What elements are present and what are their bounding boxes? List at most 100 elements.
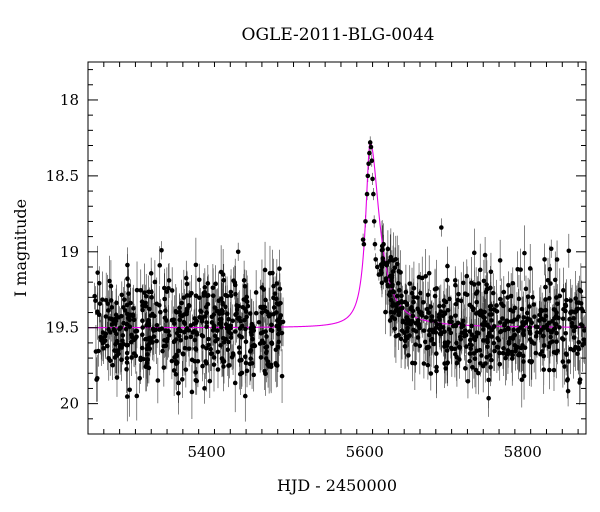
data-point [121,305,126,310]
data-point [162,285,167,291]
data-point [494,344,500,350]
data-point [150,311,155,317]
data-point [223,304,228,310]
data-point [484,354,489,360]
data-point [469,304,475,310]
data-point [258,355,264,360]
data-point [428,338,434,343]
data-point [407,281,413,286]
data-point [434,321,440,327]
data-point [481,327,486,332]
data-point [371,191,376,197]
data-point [248,356,254,361]
data-point [192,358,198,364]
data-point [467,351,473,356]
x-tick-labels: 5400 5600 5800 [187,443,541,461]
data-point [389,278,394,284]
data-point [182,345,188,351]
data-point [116,348,121,353]
data-point [410,360,415,366]
data-point [237,350,242,355]
data-point [197,295,202,301]
data-point [179,300,184,306]
data-point [380,259,386,265]
data-point [230,318,236,324]
data-point [248,348,254,353]
data-point [492,348,497,354]
data-point [496,337,502,343]
data-point [425,362,431,368]
data-point [440,313,446,318]
data-point [204,324,209,330]
data-point [561,288,566,293]
y-tick-label: 18 [60,91,79,109]
data-point [228,289,234,295]
data-point [513,346,519,351]
data-point [531,302,537,307]
data-point [183,367,189,372]
data-point [580,342,585,348]
data-point [184,281,190,287]
data-point [149,289,154,295]
data-point [166,278,172,283]
data-point [221,277,227,283]
data-point [264,334,269,339]
data-point [125,276,130,282]
data-point [154,322,160,328]
data-point [579,306,584,312]
data-point [532,314,537,319]
data-point [448,330,454,336]
data-point [228,331,234,337]
data-point [488,364,493,370]
data-point [534,330,540,335]
data-point [379,247,385,253]
data-point [236,303,241,309]
data-point [415,306,420,312]
data-point [456,291,461,297]
data-point [112,355,118,360]
data-point [193,293,199,299]
data-point [543,307,549,313]
data-point [226,316,231,322]
data-point [548,246,554,252]
data-point [541,353,547,359]
data-point [142,290,147,295]
data-point [125,262,130,268]
data-point [521,373,527,379]
data-point [527,358,532,364]
data-point [486,324,492,330]
data-point [575,306,581,312]
data-point [539,308,545,313]
data-point [427,332,432,338]
data-point [235,249,241,255]
data-point [484,337,490,343]
data-point [392,326,398,332]
data-point [145,320,151,325]
data-point [522,250,527,256]
data-point [545,327,551,333]
data-point [172,338,177,344]
data-point [406,318,412,324]
data-point [519,377,525,383]
data-point [453,313,458,318]
data-point [545,277,551,283]
data-point [173,372,179,377]
data-point [553,350,559,356]
data-point [143,293,149,299]
data-point [552,277,558,283]
data-point [439,225,444,230]
data-point [510,352,515,358]
data-point [565,388,571,394]
data-point [138,287,144,293]
data-point [557,325,562,330]
data-point [464,273,470,279]
data-point [394,261,400,267]
data-point [458,298,464,304]
data-point [489,334,495,339]
data-point [497,296,503,302]
data-point [502,327,508,333]
data-point [462,291,468,297]
data-point [268,364,274,370]
data-point [372,241,378,247]
x-tick-label: 5400 [187,443,225,461]
